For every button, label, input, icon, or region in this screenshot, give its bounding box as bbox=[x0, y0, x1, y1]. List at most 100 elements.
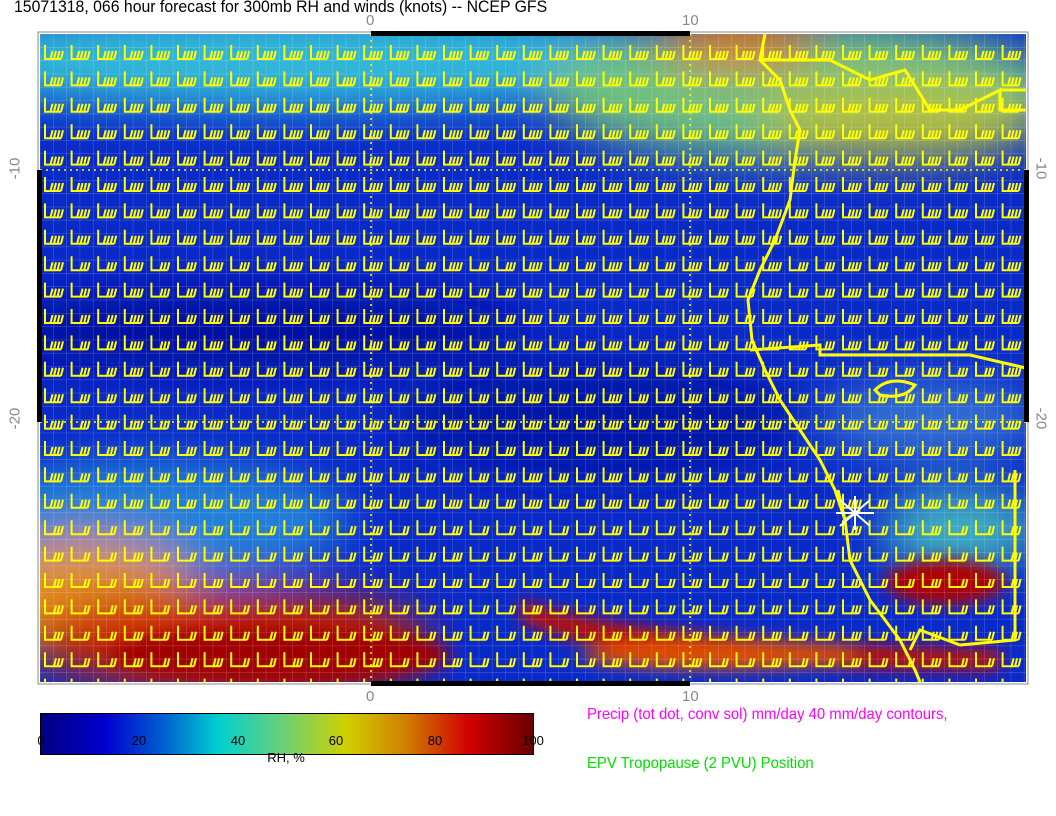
wind-barb bbox=[363, 177, 384, 192]
wind-barb bbox=[310, 97, 330, 113]
wind-barb bbox=[150, 282, 171, 298]
wind-barb bbox=[842, 335, 862, 351]
wind-barb bbox=[655, 150, 676, 166]
wind-barb bbox=[975, 309, 995, 324]
wind-barb bbox=[948, 441, 969, 456]
wind-barb bbox=[921, 493, 942, 509]
wind-barb bbox=[123, 71, 144, 87]
wind-barb bbox=[389, 441, 410, 456]
rh-colorbar bbox=[40, 713, 534, 755]
wind-barb bbox=[256, 361, 277, 377]
wind-barb bbox=[469, 414, 490, 430]
wind-barb bbox=[788, 203, 809, 219]
wind-barb bbox=[549, 441, 570, 456]
wind-barb bbox=[123, 282, 144, 298]
wind-barb bbox=[522, 467, 543, 483]
wind-barb bbox=[310, 177, 330, 192]
wind-barb bbox=[177, 652, 197, 668]
wind-barb bbox=[788, 256, 809, 272]
wind-barb bbox=[283, 45, 304, 60]
wind-barb bbox=[1001, 388, 1022, 404]
wind-barb bbox=[363, 71, 384, 87]
wind-barb bbox=[576, 467, 596, 483]
wind-barb bbox=[842, 124, 862, 140]
wind-barb bbox=[895, 203, 916, 219]
wind-barb bbox=[123, 361, 144, 377]
wind-barb bbox=[123, 573, 144, 588]
wind-barb bbox=[150, 361, 171, 377]
wind-barb bbox=[948, 546, 969, 562]
wind-barb bbox=[310, 71, 330, 87]
wind-barb bbox=[975, 335, 995, 351]
wind-barb bbox=[496, 282, 517, 298]
wind-barb bbox=[788, 414, 809, 430]
wind-barb bbox=[283, 441, 304, 456]
wind-barb bbox=[283, 150, 304, 166]
wind-barb bbox=[469, 520, 490, 536]
wind-barb bbox=[416, 203, 437, 219]
wind-barb bbox=[602, 599, 623, 615]
wind-barb bbox=[310, 652, 330, 668]
wind-barb bbox=[948, 493, 969, 509]
wind-barb bbox=[416, 493, 437, 509]
wind-barb bbox=[522, 177, 543, 192]
wind-barb bbox=[788, 229, 809, 245]
wind-barb bbox=[815, 467, 836, 483]
wind-barb bbox=[44, 203, 64, 219]
wind-barb bbox=[150, 229, 171, 245]
wind-barb bbox=[629, 309, 650, 324]
wind-barb bbox=[576, 97, 596, 113]
wind-barb bbox=[70, 414, 91, 430]
marker-asterisk bbox=[836, 496, 874, 530]
wind-barb bbox=[203, 388, 224, 404]
wind-barb bbox=[762, 546, 783, 562]
wind-barb bbox=[44, 256, 64, 272]
wind-barb bbox=[469, 150, 490, 166]
wind-barb bbox=[815, 335, 836, 351]
wind-barb bbox=[416, 388, 437, 404]
wind-barb bbox=[310, 150, 330, 166]
wind-barb bbox=[735, 229, 756, 245]
wind-barb bbox=[469, 652, 490, 668]
wind-barb bbox=[895, 256, 916, 272]
wind-barb bbox=[310, 335, 330, 351]
wind-barb bbox=[44, 45, 64, 60]
wind-barb bbox=[921, 97, 942, 113]
wind-barb bbox=[549, 388, 570, 404]
wind-barb bbox=[469, 625, 490, 641]
left-tick-m20: -20 bbox=[6, 407, 24, 430]
wind-barb bbox=[363, 652, 384, 668]
wind-barb bbox=[256, 625, 277, 641]
wind-barb bbox=[815, 229, 836, 245]
wind-barb bbox=[496, 625, 517, 641]
wind-barb bbox=[230, 625, 251, 641]
wind-barb bbox=[975, 625, 995, 641]
wind-barb bbox=[975, 45, 995, 60]
wind-barb bbox=[735, 546, 756, 562]
wind-barb bbox=[469, 467, 490, 483]
wind-barb bbox=[150, 414, 171, 430]
wind-barb bbox=[256, 71, 277, 87]
wind-barb bbox=[150, 467, 171, 483]
wind-barb bbox=[469, 546, 490, 562]
wind-barb bbox=[549, 229, 570, 245]
wind-barb bbox=[549, 282, 570, 298]
wind-barb bbox=[363, 335, 384, 351]
wind-barb bbox=[868, 652, 889, 668]
wind-barb bbox=[788, 625, 809, 641]
wind-barb bbox=[522, 335, 543, 351]
wind-barb bbox=[709, 441, 729, 456]
wind-barb bbox=[815, 203, 836, 219]
wind-barb bbox=[921, 229, 942, 245]
wind-barb bbox=[496, 493, 517, 509]
wind-barb bbox=[283, 229, 304, 245]
wind-barb bbox=[496, 256, 517, 272]
wind-barb bbox=[97, 599, 118, 615]
wind-barb bbox=[788, 493, 809, 509]
wind-barb bbox=[1001, 652, 1022, 668]
wind-barb bbox=[44, 335, 64, 351]
wind-barb bbox=[443, 625, 463, 641]
wind-barb bbox=[709, 467, 729, 483]
wind-barb bbox=[895, 625, 916, 641]
wind-barb bbox=[230, 71, 251, 87]
